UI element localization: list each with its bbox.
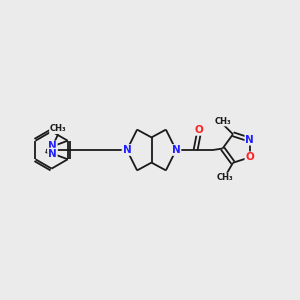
Text: CH₃: CH₃ (50, 124, 66, 133)
Text: CH₃: CH₃ (214, 117, 231, 126)
Text: O: O (245, 152, 254, 162)
Text: N: N (48, 142, 57, 152)
Text: N: N (172, 145, 181, 155)
Text: N: N (48, 148, 57, 158)
Text: N: N (122, 145, 131, 155)
Text: N: N (245, 135, 254, 145)
Text: CH₃: CH₃ (217, 173, 233, 182)
Text: O: O (194, 125, 203, 135)
